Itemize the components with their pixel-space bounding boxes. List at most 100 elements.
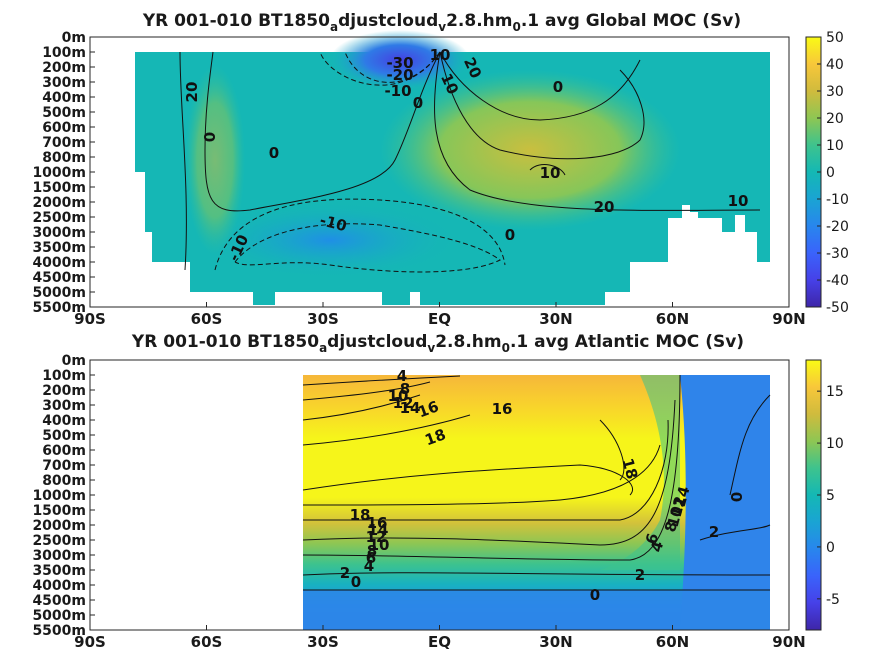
x-tick-label: 30S — [307, 310, 339, 328]
y-tick-label: 600m — [42, 120, 86, 136]
colorbar-tick-label: 15 — [826, 384, 844, 400]
colorbar-tick-label: 40 — [826, 57, 844, 73]
y-tick-label: 300m — [42, 398, 86, 414]
contour-label: 0 — [201, 132, 219, 142]
contour-label: 0 — [269, 144, 279, 162]
y-axis-global: 0m100m200m300m400m500m600m700m800m1000m1… — [32, 30, 95, 316]
moc-field-atlantic — [303, 375, 770, 630]
title-segment: YR 001-010 BT1850 — [142, 11, 330, 31]
colorbar-tick-label: -20 — [826, 219, 849, 235]
title-segment: 2.8.hm — [435, 332, 501, 352]
y-tick-label: 800m — [42, 150, 86, 166]
contour-label: 14 — [671, 484, 694, 509]
y-tick-label: 2500m — [32, 533, 86, 549]
colorbar-tick-label: 30 — [826, 84, 844, 100]
title-subscript: a — [319, 341, 327, 355]
title-segment: djustcloud — [327, 332, 427, 352]
y-tick-label: 1000m — [32, 488, 86, 504]
contour-label: 10 — [728, 192, 749, 210]
x-tick-label: 60S — [191, 633, 223, 651]
y-tick-label: 200m — [42, 383, 86, 399]
contour-label: 12 — [393, 394, 414, 412]
contour-label: -30 — [386, 54, 413, 72]
contour-label: 10 — [388, 387, 409, 405]
x-tick-label: 30N — [539, 310, 572, 328]
title-segment: 2.8.hm — [446, 11, 512, 31]
contour-label: -20 — [386, 66, 413, 84]
x-tick-label: 30S — [307, 633, 339, 651]
title-subscript: 0 — [502, 341, 510, 355]
x-axis-atlantic: 90S 60S 30S EQ 30N 60N 90N — [74, 625, 806, 651]
contour-label: 18 — [350, 506, 371, 524]
contour-label: -10 — [384, 82, 411, 100]
y-tick-label: 500m — [42, 428, 86, 444]
contour-label: 20 — [183, 82, 201, 103]
contour-label: 10 — [540, 164, 561, 182]
contour-label: 12 — [366, 528, 387, 546]
y-tick-label: 2000m — [32, 195, 86, 211]
y-tick-label: 1500m — [32, 180, 86, 196]
chart-title-atlantic: YR 001-010 BT1850adjustcloudv2.8.hm0.1 a… — [131, 332, 744, 355]
contours-atlantic — [302, 374, 771, 591]
moc-field-global — [135, 30, 770, 305]
y-tick-label: 4500m — [32, 593, 86, 609]
y-tick-label: 400m — [42, 413, 86, 429]
contour-label: 2 — [709, 523, 719, 541]
title-segment: .1 avg Atlantic MOC (Sv) — [510, 332, 744, 352]
contour-label: 10 — [664, 504, 687, 529]
colorbar-tick-label: -30 — [826, 246, 849, 262]
contour-label: 18 — [618, 456, 641, 481]
title-segment: djustcloud — [338, 11, 438, 31]
y-tick-label: 3000m — [32, 225, 86, 241]
y-tick-label: 3500m — [32, 240, 86, 256]
colorbar-tick-label: -5 — [826, 592, 840, 608]
y-tick-label: 2000m — [32, 518, 86, 534]
contour-label: 2 — [340, 564, 350, 582]
y-tick-label: 100m — [42, 45, 86, 61]
x-tick-label: 60N — [656, 310, 689, 328]
x-tick-label: EQ — [428, 633, 451, 651]
title-segment: .1 avg Global MOC (Sv) — [521, 11, 741, 31]
contour-label: 16 — [367, 514, 388, 532]
y-tick-label: 5000m — [32, 608, 86, 624]
contour-label: 12 — [667, 494, 690, 519]
y-tick-label: 300m — [42, 75, 86, 91]
y-tick-label: 4000m — [32, 578, 86, 594]
chart-title-global: YR 001-010 BT1850adjustcloudv2.8.hm0.1 a… — [142, 11, 741, 34]
y-tick-label: 3500m — [32, 563, 86, 579]
contour-label: 6 — [642, 531, 662, 546]
y-tick-label: 400m — [42, 90, 86, 106]
y-tick-label: 800m — [42, 473, 86, 489]
y-tick-label: 200m — [42, 60, 86, 76]
colorbar-tick-label: 20 — [826, 111, 844, 127]
colorbar-tick-label: -40 — [826, 273, 849, 289]
colorbar-tick-label: 10 — [826, 436, 844, 452]
y-tick-label: 0m — [62, 353, 86, 369]
y-axis-atlantic: 0m100m200m300m400m500m600m700m800m1000m1… — [32, 353, 95, 639]
y-tick-label: 4000m — [32, 255, 86, 271]
x-tick-label: 90S — [74, 633, 106, 651]
x-tick-label: 90N — [772, 633, 805, 651]
y-tick-label: 100m — [42, 368, 86, 384]
title-subscript: v — [438, 20, 446, 34]
y-tick-label: 1000m — [32, 165, 86, 181]
panel-atlantic-moc: YR 001-010 BT1850adjustcloudv2.8.hm0.1 a… — [32, 332, 843, 651]
contour-label: 20 — [594, 198, 615, 216]
y-tick-label: 500m — [42, 105, 86, 121]
contour-label: 8 — [367, 542, 377, 560]
contour-label: 0 — [727, 492, 745, 502]
x-tick-label: 30N — [539, 633, 572, 651]
title-subscript: a — [330, 20, 338, 34]
x-tick-label: 60N — [656, 633, 689, 651]
colorbar-ticks-atlantic: 15 10 5 0 -5 — [817, 384, 844, 608]
title-subscript: v — [427, 341, 435, 355]
colorbar-tick-label: -10 — [826, 192, 849, 208]
y-tick-label: 600m — [42, 443, 86, 459]
title-subscript: 0 — [512, 20, 520, 34]
y-tick-label: 700m — [42, 135, 86, 151]
colorbar-tick-label: 50 — [826, 30, 844, 46]
x-tick-label: 90S — [74, 310, 106, 328]
contour-label: 14 — [368, 521, 389, 539]
panel-global-moc: YR 001-010 BT1850adjustcloudv2.8.hm0.1 a… — [32, 11, 848, 328]
